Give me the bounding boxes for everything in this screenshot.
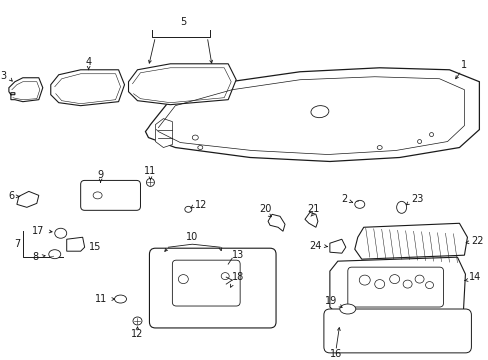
Polygon shape: [145, 68, 478, 162]
Ellipse shape: [354, 201, 364, 208]
Ellipse shape: [339, 304, 355, 314]
Polygon shape: [354, 223, 467, 259]
Ellipse shape: [359, 275, 369, 285]
Ellipse shape: [146, 179, 154, 186]
FancyBboxPatch shape: [323, 309, 470, 353]
FancyBboxPatch shape: [81, 180, 140, 210]
Text: 2: 2: [341, 194, 347, 204]
Polygon shape: [66, 237, 84, 251]
Ellipse shape: [414, 275, 423, 283]
Ellipse shape: [114, 295, 126, 303]
Polygon shape: [329, 257, 465, 317]
Ellipse shape: [192, 135, 198, 140]
Text: 24: 24: [309, 241, 321, 251]
Text: 20: 20: [258, 204, 271, 214]
Text: 9: 9: [97, 170, 103, 180]
Text: 17: 17: [32, 226, 45, 236]
Ellipse shape: [133, 317, 142, 325]
Ellipse shape: [310, 105, 328, 118]
Text: 5: 5: [180, 17, 186, 27]
Text: 10: 10: [186, 232, 198, 242]
Ellipse shape: [55, 228, 66, 238]
Text: 8: 8: [33, 252, 39, 262]
Text: 18: 18: [232, 272, 244, 282]
Polygon shape: [51, 70, 124, 106]
FancyBboxPatch shape: [172, 260, 240, 306]
Text: 15: 15: [88, 242, 101, 252]
Polygon shape: [329, 239, 345, 253]
Ellipse shape: [376, 145, 382, 149]
Text: 16: 16: [329, 349, 342, 359]
Text: 12: 12: [195, 201, 207, 210]
Text: 1: 1: [461, 60, 467, 70]
Text: 3: 3: [1, 71, 7, 81]
FancyBboxPatch shape: [149, 248, 276, 328]
Polygon shape: [17, 192, 39, 207]
Text: 4: 4: [85, 57, 92, 67]
Text: 13: 13: [232, 250, 244, 260]
Ellipse shape: [221, 273, 229, 280]
Ellipse shape: [417, 140, 421, 144]
Ellipse shape: [93, 192, 102, 199]
Text: 11: 11: [144, 166, 156, 176]
Text: 14: 14: [468, 272, 481, 282]
Ellipse shape: [184, 206, 191, 212]
Polygon shape: [155, 118, 172, 148]
Text: 6: 6: [9, 192, 15, 201]
FancyBboxPatch shape: [347, 267, 443, 307]
Text: 7: 7: [14, 239, 20, 249]
Text: 22: 22: [470, 236, 483, 246]
Text: 23: 23: [411, 194, 423, 204]
Polygon shape: [267, 214, 285, 231]
Ellipse shape: [49, 250, 61, 259]
Text: 12: 12: [131, 329, 143, 339]
Ellipse shape: [374, 280, 384, 289]
Polygon shape: [305, 212, 317, 227]
Text: 21: 21: [307, 204, 320, 214]
Ellipse shape: [428, 132, 433, 136]
Ellipse shape: [396, 201, 406, 213]
Text: 11: 11: [95, 294, 107, 304]
Ellipse shape: [389, 275, 399, 284]
Text: 19: 19: [324, 296, 336, 306]
Polygon shape: [128, 64, 236, 105]
Ellipse shape: [425, 282, 433, 289]
Polygon shape: [9, 78, 43, 102]
Ellipse shape: [197, 145, 203, 149]
Ellipse shape: [178, 275, 188, 284]
Ellipse shape: [402, 280, 411, 288]
